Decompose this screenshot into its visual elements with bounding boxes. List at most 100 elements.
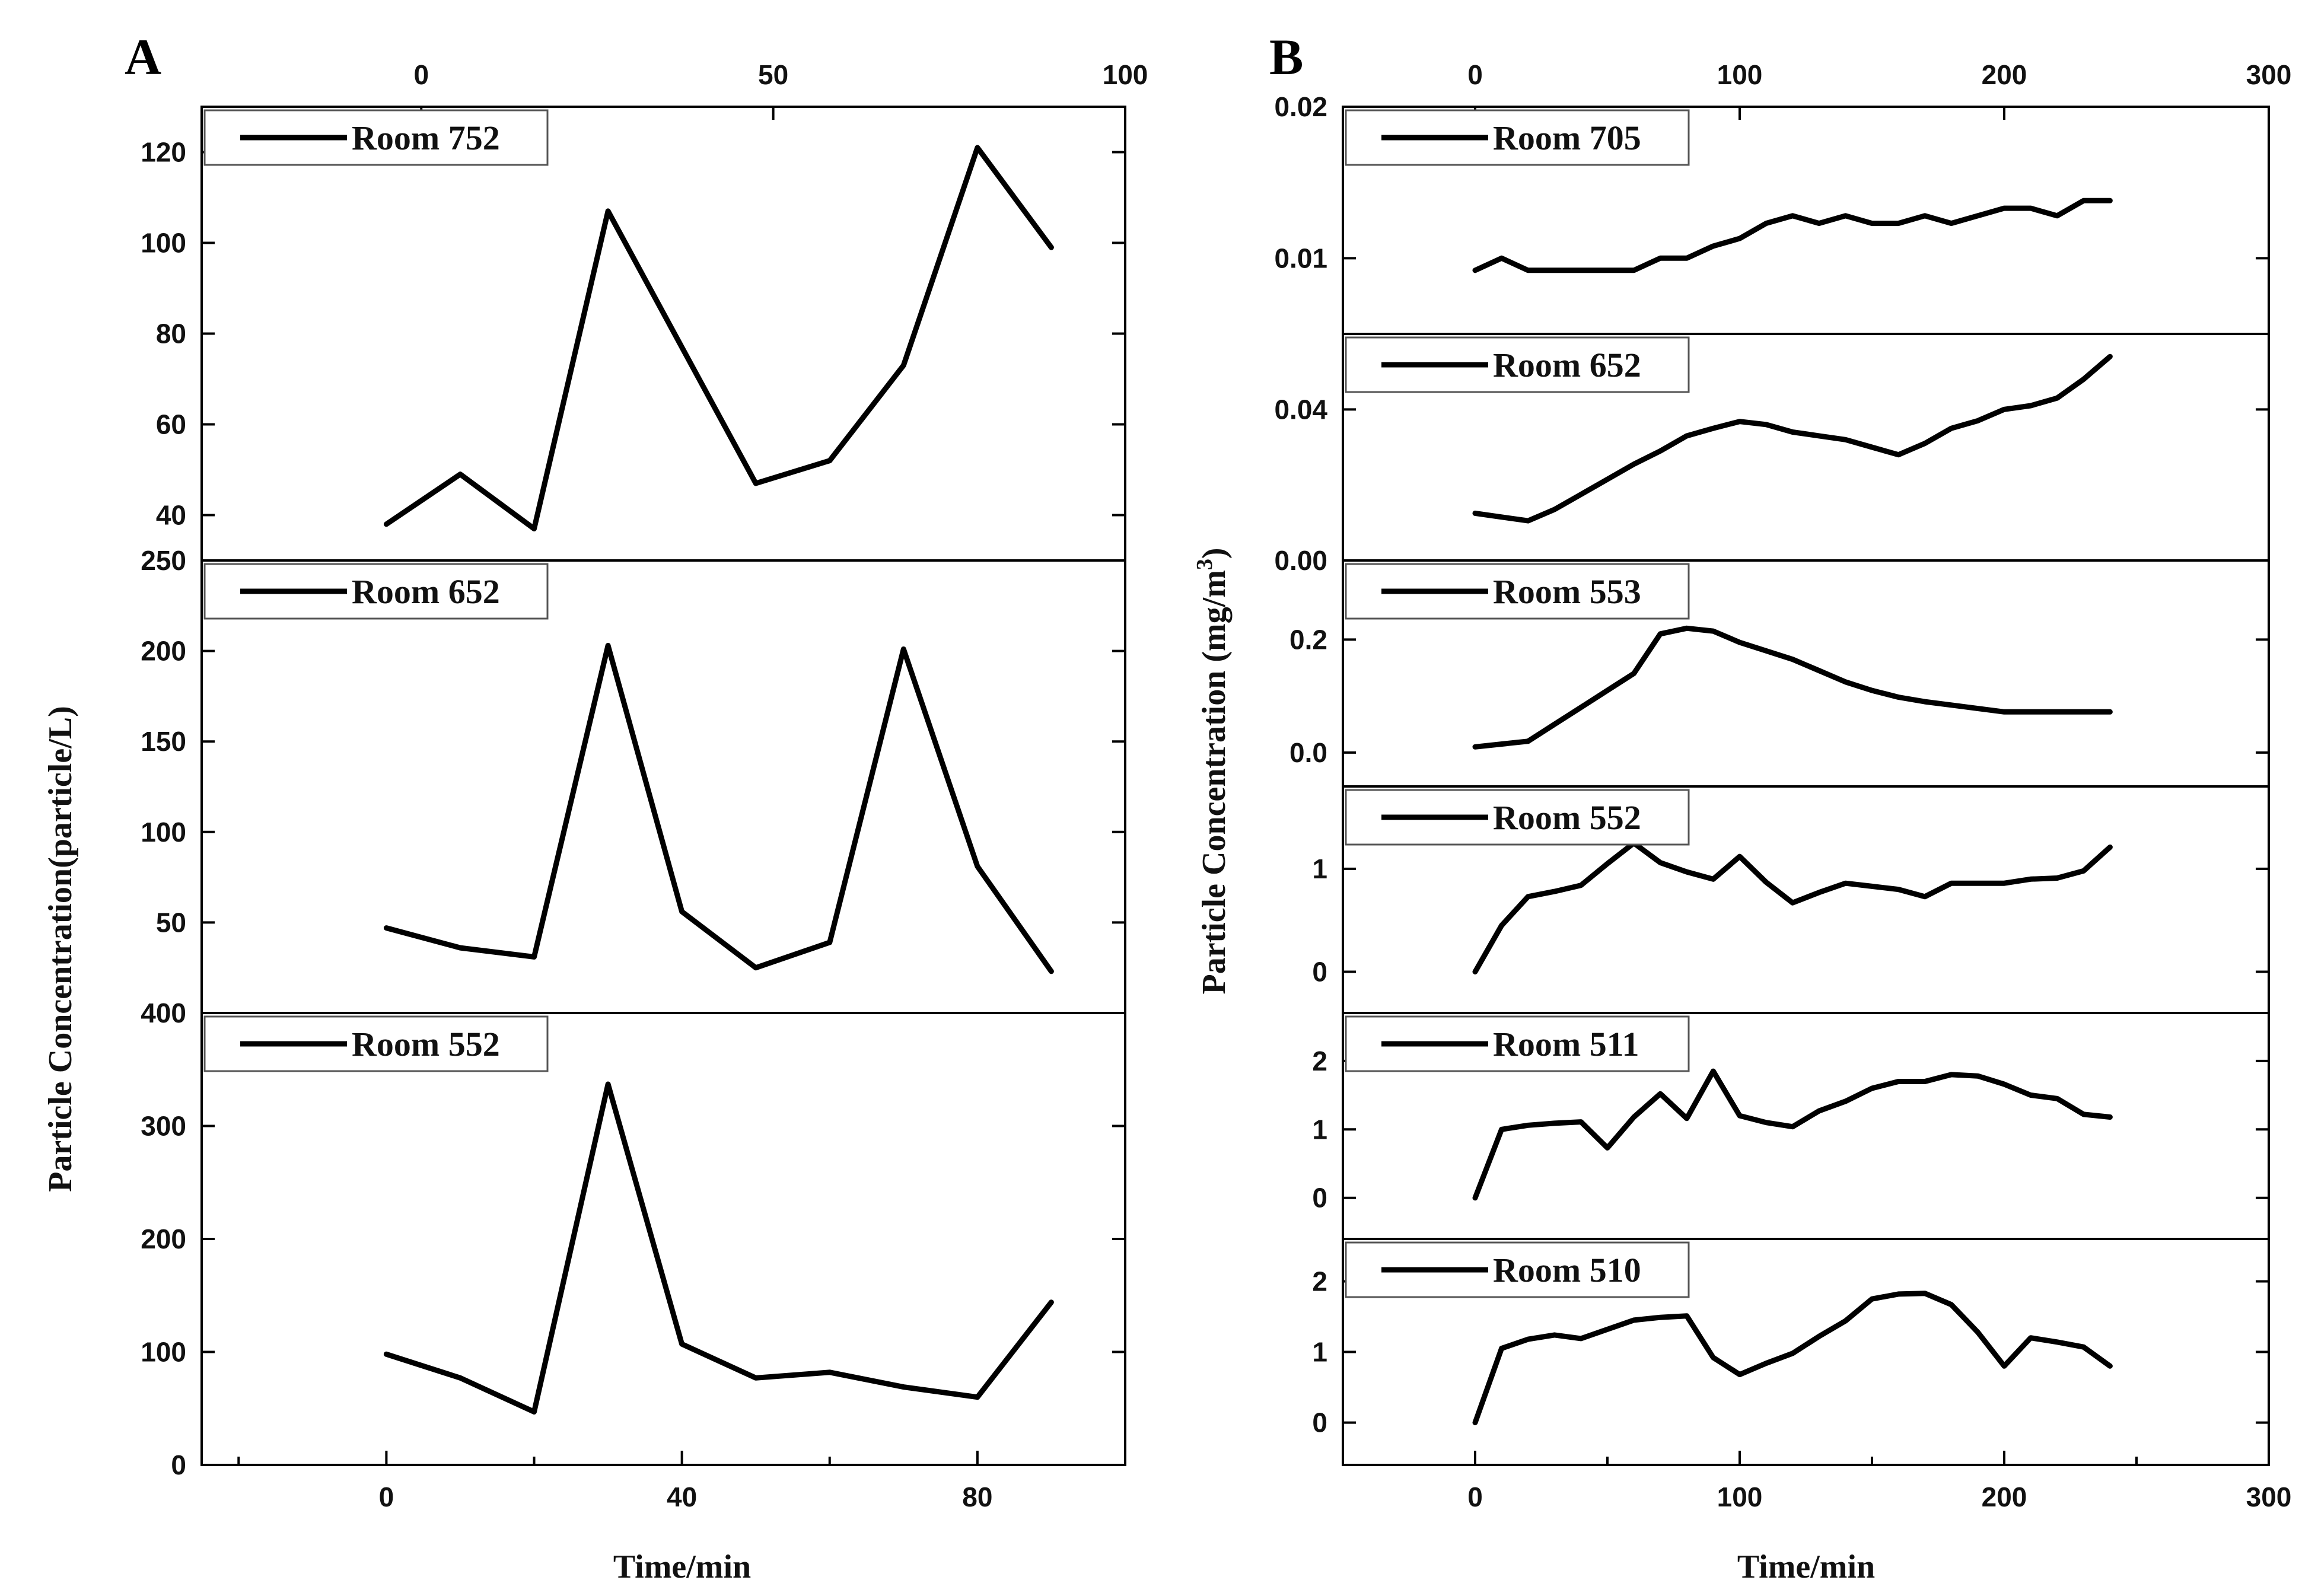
panel-a-bottom-axis: 0 40 80 [237, 1451, 992, 1512]
subplot-room-705: 0.01 0.02 Room 705 [1274, 91, 2270, 335]
legend-label: Room 511 [1493, 1025, 1639, 1063]
series-line-room-752 [383, 145, 1054, 531]
top-axis-tick-label: 100 [1717, 59, 1763, 90]
bottom-axis-tick-label: 40 [667, 1482, 697, 1512]
y-axis-tick-label: 0.00 [1274, 545, 1327, 576]
subplot-frame [200, 1012, 1126, 1466]
top-axis-tick-label: 50 [758, 59, 788, 90]
series-line-room-652 [383, 642, 1054, 974]
subplot-room-553: 0.0 0.2 Room 553 [1289, 559, 2270, 788]
panel-letter-a: A [125, 28, 161, 85]
legend-room-553: Room 553 [1345, 563, 1690, 620]
y-axis-tick-label: 1 [1312, 853, 1327, 884]
panel-a: A Time/min Particle Concentration(partic… [42, 28, 1148, 1585]
legend-label: Room 752 [352, 119, 500, 157]
subplot-room-511: 0 1 2 Room 511 [1312, 1012, 2270, 1240]
panel-b-subplots: 0.01 0.02 Room 705 0.00 0.04 Room 652 0.0 0.2 Ro… [1274, 91, 2270, 1466]
y-axis-tick-label: 1 [1312, 1337, 1327, 1368]
top-axis-tick-label: 300 [2246, 59, 2292, 90]
panel-b-x-axis-title: Time/min [1737, 1549, 1875, 1585]
panel-b: B Time/min Particle Concentration (mg/m3… [1192, 28, 2291, 1585]
panel-b-y-axis-title-main: Particle Concentration (mg/m [1196, 570, 1233, 994]
bottom-axis-tick-label: 200 [1982, 1482, 2027, 1512]
bottom-axis-tick-label: 0 [1467, 1482, 1483, 1512]
subplot-room-652: 0.00 0.04 Room 652 [1274, 333, 2270, 576]
panel-a-x-axis-title: Time/min [613, 1549, 751, 1585]
y-axis-tick-label: 120 [141, 137, 186, 168]
y-axis-tick-label: 0 [1312, 957, 1327, 987]
bottom-axis-tick-label: 300 [2246, 1482, 2292, 1512]
y-axis-tick-label: 0 [1312, 1407, 1327, 1438]
y-axis-tick-label: 400 [141, 998, 186, 1028]
y-axis-tick-label: 0 [1312, 1183, 1327, 1213]
legend-room-511: Room 511 [1345, 1015, 1690, 1072]
top-axis-tick-label: 0 [413, 59, 429, 90]
panel-a-top-axis: 0 50 100 [413, 59, 1148, 120]
y-axis-tick-label: 0.02 [1274, 91, 1327, 122]
y-axis-tick-label: 2 [1312, 1266, 1327, 1296]
series-line-room-705 [1472, 197, 2113, 273]
y-axis-tick-label: 1 [1312, 1114, 1327, 1145]
subplot-frame [200, 559, 1126, 1014]
legend-label: Room 553 [1493, 572, 1641, 611]
subplot-room-552: 0 100 200 300 400 Room 552 [141, 998, 1126, 1480]
series-line-room-552 [383, 1081, 1054, 1415]
panel-a-subplots: 40 60 80 100 120 Room 752 50 100 150 200 250 Room 6… [141, 106, 1126, 1480]
y-axis-tick-label: 150 [141, 726, 186, 757]
subplot-frame [200, 106, 1126, 562]
y-axis-tick-label: 0.01 [1274, 243, 1327, 273]
y-axis-tick-label: 0.04 [1274, 394, 1327, 425]
panel-b-bottom-axis: 0 100 200 300 [1467, 1451, 2291, 1512]
y-axis-tick-label: 200 [141, 636, 186, 667]
panel-b-y-axis-title: Particle Concentration (mg/m3) [1192, 548, 1233, 995]
y-axis-tick-label: 100 [141, 817, 186, 848]
legend-room-552: Room 552 [203, 1015, 549, 1072]
legend-label: Room 510 [1493, 1251, 1641, 1289]
series-line-room-553 [1472, 625, 2113, 750]
subplot-room-652: 50 100 150 200 250 Room 652 [141, 545, 1126, 1014]
legend-label: Room 705 [1493, 119, 1641, 157]
y-axis-tick-label: 100 [141, 1337, 186, 1368]
y-axis-tick-label: 60 [156, 409, 186, 440]
legend-room-705: Room 705 [1345, 109, 1690, 166]
panel-a-y-axis-title: Particle Concentration(particle/L) [42, 706, 79, 1192]
series-line-room-552 [1472, 840, 2113, 974]
y-axis-tick-label: 50 [156, 907, 186, 938]
legend-room-652: Room 652 [1345, 336, 1690, 393]
legend-room-552: Room 552 [1345, 789, 1690, 846]
y-axis-tick-label: 300 [141, 1111, 186, 1142]
legend-label: Room 652 [352, 572, 500, 611]
top-axis-tick-label: 200 [1982, 59, 2027, 90]
subplot-room-552: 0 1 Room 552 [1312, 785, 2270, 1014]
subplot-room-752: 40 60 80 100 120 Room 752 [141, 106, 1126, 562]
series-line-room-652 [1472, 353, 2113, 524]
y-axis-tick-label: 40 [156, 500, 186, 531]
y-axis-tick-label: 2 [1312, 1046, 1327, 1076]
top-axis-tick-label: 0 [1467, 59, 1483, 90]
bottom-axis-tick-label: 80 [962, 1482, 992, 1512]
y-axis-tick-label: 200 [141, 1224, 186, 1254]
panel-b-y-axis-title-close: ) [1196, 548, 1233, 559]
y-axis-tick-label: 0.2 [1289, 624, 1327, 655]
panel-b-top-axis: 0 100 200 300 [1467, 59, 2291, 120]
y-axis-tick-label: 0 [171, 1450, 186, 1480]
panel-letter-b: B [1269, 28, 1303, 85]
legend-room-652: Room 652 [203, 563, 549, 620]
top-axis-tick-label: 100 [1103, 59, 1148, 90]
y-axis-tick-label: 250 [141, 545, 186, 576]
legend-label: Room 552 [1493, 798, 1641, 837]
series-line-room-511 [1472, 1068, 2113, 1201]
legend-label: Room 552 [352, 1025, 500, 1063]
subplot-room-510: 0 1 2 Room 510 [1312, 1238, 2270, 1466]
legend-room-510: Room 510 [1345, 1241, 1690, 1298]
y-axis-tick-label: 100 [141, 228, 186, 259]
legend-room-752: Room 752 [203, 109, 549, 166]
panel-b-y-axis-title-sup: 3 [1192, 559, 1217, 570]
y-axis-tick-label: 80 [156, 318, 186, 349]
bottom-axis-tick-label: 100 [1717, 1482, 1763, 1512]
series-line-room-510 [1472, 1291, 2113, 1426]
legend-label: Room 652 [1493, 346, 1641, 384]
bottom-axis-tick-label: 0 [379, 1482, 394, 1512]
y-axis-tick-label: 0.0 [1289, 737, 1327, 768]
